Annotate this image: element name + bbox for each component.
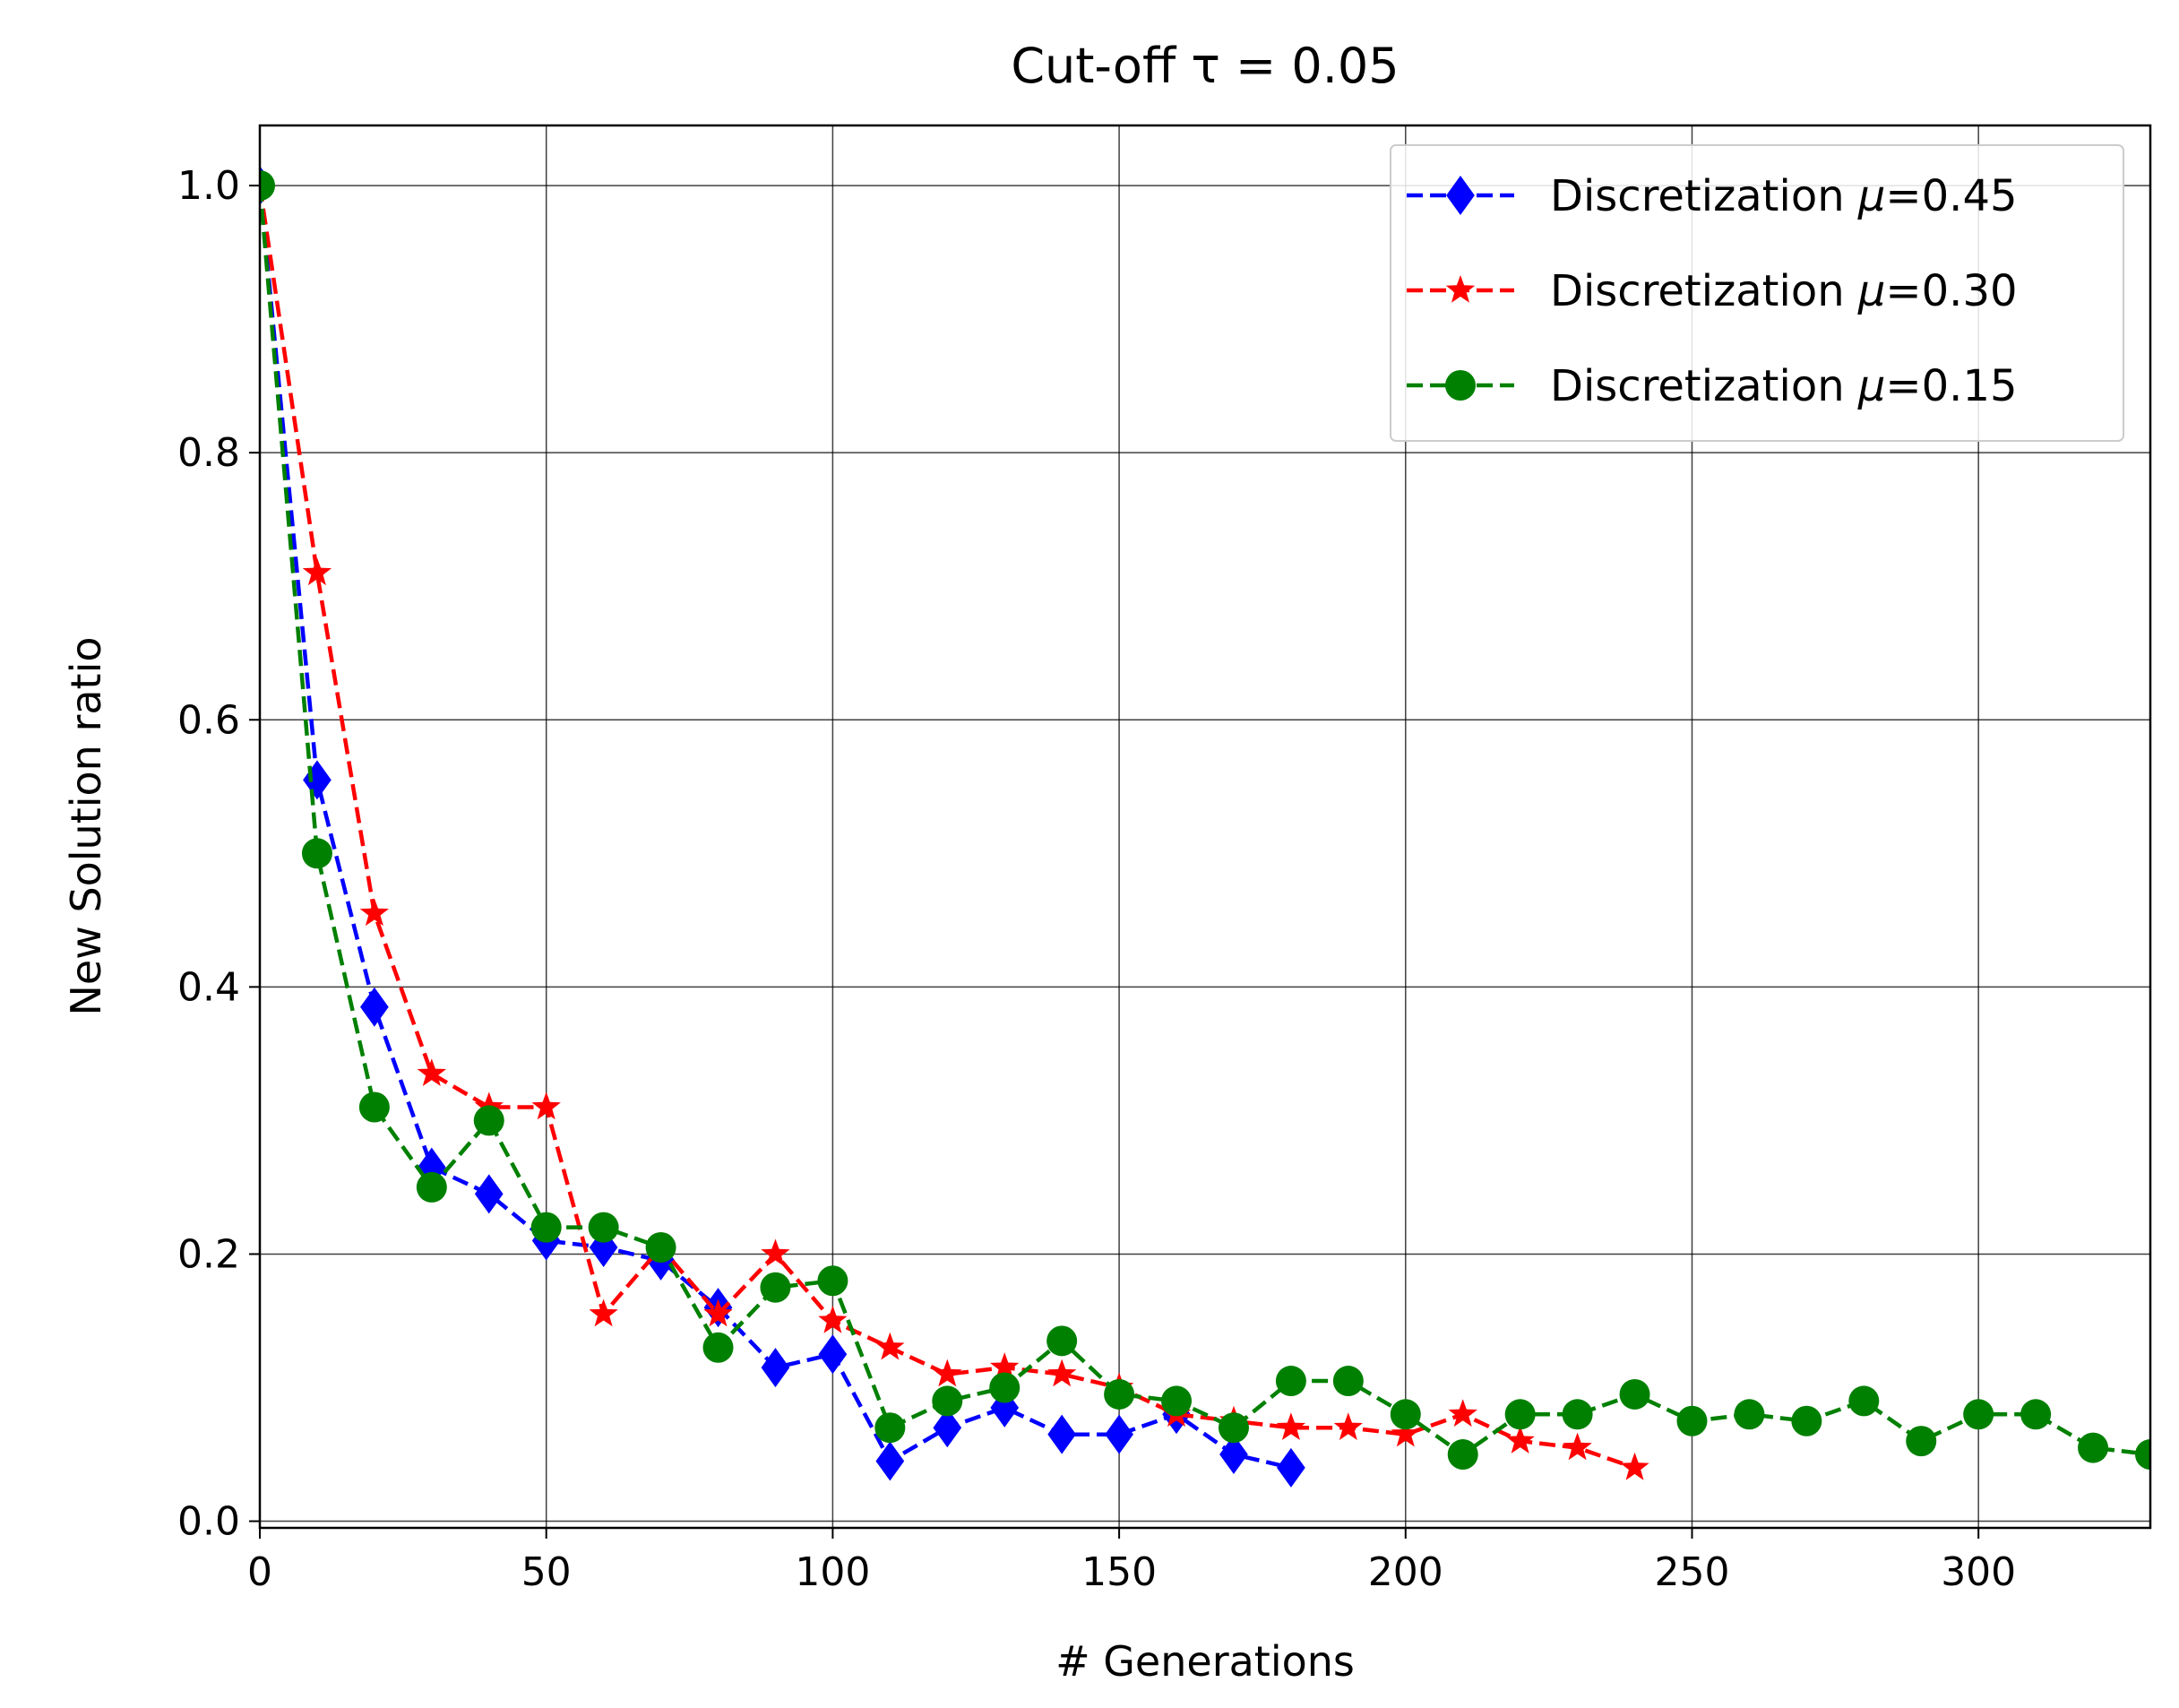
legend-entry: Discretization μ=0.15	[1407, 361, 2018, 411]
data-point	[818, 1306, 848, 1333]
y-tick-label: 0.6	[177, 697, 240, 743]
data-point	[1848, 1385, 1880, 1417]
data-point	[1047, 1414, 1076, 1454]
data-point	[473, 1105, 504, 1136]
data-point	[1390, 1399, 1421, 1430]
data-point	[1448, 1399, 1477, 1428]
data-point	[1906, 1426, 1937, 1457]
legend-entry: Discretization μ=0.45	[1407, 171, 2018, 221]
data-point	[1505, 1426, 1535, 1454]
x-axis-label: # Generations	[1055, 1637, 1355, 1686]
data-point	[1219, 1435, 1248, 1475]
data-point	[1161, 1385, 1193, 1417]
legend-marker	[1445, 370, 1476, 401]
y-tick-label: 0.4	[177, 964, 240, 1010]
data-point	[1619, 1378, 1650, 1410]
data-point	[703, 1298, 733, 1327]
data-point	[875, 1332, 905, 1360]
data-point	[1046, 1325, 1078, 1357]
chart-title: Cut-off τ = 0.05	[1011, 38, 1399, 94]
series-line	[260, 185, 2150, 1457]
data-point	[989, 1372, 1021, 1403]
data-point	[1218, 1412, 1249, 1444]
data-point	[301, 838, 332, 869]
legend-label: Discretization μ=0.15	[1550, 361, 2018, 411]
legend: Discretization μ=0.45 Discretization μ=0.…	[1390, 144, 2124, 442]
data-point	[1620, 1452, 1649, 1480]
data-point	[1791, 1405, 1822, 1436]
y-tick-label: 0.8	[177, 430, 240, 476]
data-point	[2135, 1439, 2150, 1471]
legend-label: Discretization μ=0.45	[1550, 171, 2018, 221]
y-tick-label: 1.0	[177, 163, 240, 209]
data-point	[933, 1408, 962, 1448]
data-point	[1676, 1405, 1708, 1436]
data-point	[874, 1412, 906, 1444]
data-point	[416, 1171, 447, 1203]
y-tick-label: 0.0	[177, 1499, 240, 1545]
data-point	[875, 1441, 905, 1481]
legend-entry: Discretization μ=0.30	[1407, 266, 2018, 316]
data-point	[1563, 1432, 1592, 1461]
legend-marker	[1446, 176, 1475, 215]
y-axis-label: New Solution ratio	[62, 636, 110, 1015]
data-point	[1333, 1412, 1363, 1440]
data-point	[417, 1058, 446, 1086]
y-tick-label: 0.2	[177, 1231, 240, 1277]
data-point	[933, 1359, 962, 1387]
data-point	[360, 987, 389, 1027]
x-tick-label: 100	[795, 1549, 870, 1595]
data-point	[1391, 1419, 1420, 1447]
series-2	[260, 170, 2150, 1471]
data-point	[1963, 1399, 1994, 1430]
data-point	[645, 1232, 676, 1263]
data-point	[2020, 1399, 2052, 1430]
data-point	[358, 1091, 390, 1123]
data-point	[260, 170, 275, 202]
data-point	[817, 1265, 848, 1297]
data-point	[530, 1212, 562, 1243]
data-point	[1277, 1447, 1305, 1488]
legend-box	[1390, 144, 2124, 442]
data-point	[359, 898, 389, 927]
data-point	[302, 557, 332, 586]
data-point	[1447, 1439, 1478, 1471]
data-point	[1332, 1366, 1364, 1397]
x-tick-label: 250	[1654, 1549, 1729, 1595]
data-point	[761, 1348, 790, 1388]
x-tick-label: 300	[1941, 1549, 2016, 1595]
x-tick-label: 150	[1081, 1549, 1157, 1595]
data-point	[1276, 1412, 1306, 1440]
data-point	[990, 1352, 1020, 1380]
data-point	[1104, 1378, 1135, 1410]
data-point	[818, 1334, 848, 1375]
ticks: 0 50 100 150 200 250 300 0.0 0.2 0.4 0.6 0.8 1.0	[177, 163, 2016, 1595]
data-point	[1504, 1399, 1536, 1430]
data-point	[1734, 1399, 1765, 1430]
data-point	[932, 1385, 963, 1417]
data-point	[702, 1332, 734, 1363]
data-point	[761, 1238, 790, 1267]
legend-marker	[1445, 275, 1476, 303]
legend-label: Discretization μ=0.30	[1550, 266, 2018, 316]
data-point	[474, 1174, 504, 1214]
data-point	[2078, 1432, 2109, 1463]
data-point	[1275, 1366, 1306, 1397]
data-point	[760, 1272, 791, 1303]
data-point	[1562, 1399, 1593, 1430]
x-tick-label: 200	[1368, 1549, 1443, 1595]
series-layer	[260, 166, 2150, 1488]
data-point	[1047, 1359, 1077, 1387]
x-tick-label: 0	[247, 1549, 272, 1595]
data-point	[1105, 1414, 1133, 1454]
data-point	[589, 1298, 618, 1327]
data-point	[588, 1212, 619, 1243]
data-point	[531, 1091, 561, 1120]
x-tick-label: 50	[521, 1549, 572, 1595]
plot-frame	[258, 124, 2152, 1530]
